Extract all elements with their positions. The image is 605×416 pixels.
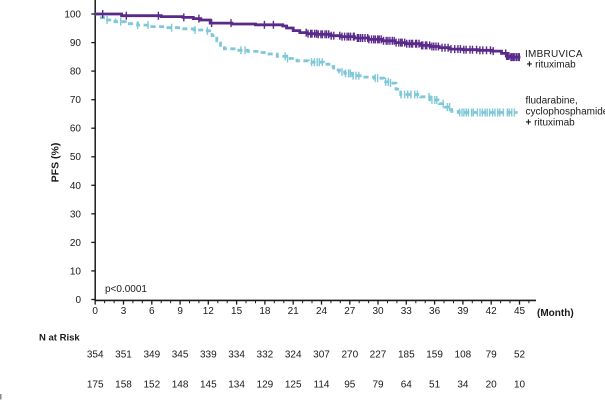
- svg-text:324: 324: [285, 350, 302, 361]
- svg-text:+ rituximab: + rituximab: [527, 60, 577, 71]
- svg-text:80: 80: [70, 67, 82, 78]
- svg-text:332: 332: [257, 350, 274, 361]
- svg-text:+ rituximab: + rituximab: [526, 118, 576, 129]
- svg-text:IMBRUVICA: IMBRUVICA: [525, 49, 583, 60]
- svg-text:108: 108: [455, 350, 472, 361]
- svg-text:50: 50: [70, 152, 82, 163]
- svg-text:27: 27: [344, 306, 356, 317]
- svg-text:64: 64: [401, 380, 413, 391]
- svg-text:42: 42: [486, 306, 498, 317]
- svg-text:129: 129: [257, 380, 274, 391]
- svg-text:p<0.0001: p<0.0001: [105, 284, 147, 295]
- svg-text:20: 20: [486, 380, 498, 391]
- svg-text:351: 351: [115, 350, 132, 361]
- svg-text:345: 345: [172, 350, 189, 361]
- svg-text:70: 70: [70, 95, 82, 106]
- svg-text:36: 36: [429, 306, 441, 317]
- svg-text:20: 20: [70, 238, 82, 249]
- svg-text:12: 12: [203, 306, 215, 317]
- svg-text:227: 227: [370, 350, 387, 361]
- svg-text:0: 0: [92, 306, 98, 317]
- svg-text:39: 39: [457, 306, 469, 317]
- svg-text:349: 349: [143, 350, 160, 361]
- svg-text:95: 95: [344, 380, 356, 391]
- svg-text:114: 114: [314, 380, 330, 391]
- svg-text:9: 9: [177, 306, 183, 317]
- svg-text:79: 79: [372, 380, 384, 391]
- svg-text:21: 21: [288, 306, 300, 317]
- svg-text:34: 34: [457, 380, 469, 391]
- svg-text:125: 125: [285, 380, 302, 391]
- svg-text:307: 307: [313, 350, 330, 361]
- svg-text:51: 51: [429, 380, 441, 391]
- svg-text:PFS (%): PFS (%): [50, 143, 62, 183]
- svg-text:134: 134: [228, 380, 245, 391]
- svg-text:cyclophosphamide: cyclophosphamide: [526, 107, 605, 118]
- svg-text:N at Risk: N at Risk: [39, 333, 80, 344]
- svg-text:354: 354: [87, 350, 104, 361]
- svg-text:30: 30: [70, 209, 82, 220]
- svg-text:40: 40: [70, 181, 82, 192]
- svg-text:45: 45: [514, 306, 526, 317]
- svg-text:10: 10: [514, 380, 526, 391]
- svg-text:52: 52: [514, 350, 526, 361]
- svg-text:159: 159: [426, 350, 443, 361]
- svg-text:79: 79: [486, 350, 498, 361]
- svg-text:60: 60: [70, 124, 82, 135]
- svg-text:145: 145: [200, 380, 217, 391]
- svg-text:270: 270: [341, 350, 358, 361]
- svg-text:6: 6: [149, 306, 155, 317]
- svg-text:100: 100: [64, 10, 81, 21]
- svg-text:90: 90: [70, 38, 82, 49]
- svg-text:(Month): (Month): [537, 308, 574, 319]
- svg-text:152: 152: [143, 380, 160, 391]
- svg-text:15: 15: [231, 306, 243, 317]
- svg-text:185: 185: [398, 350, 415, 361]
- svg-text:30: 30: [372, 306, 384, 317]
- svg-text:158: 158: [115, 380, 132, 391]
- svg-text:175: 175: [87, 380, 104, 391]
- svg-text:334: 334: [228, 350, 245, 361]
- svg-text:10: 10: [70, 266, 82, 277]
- svg-text:339: 339: [200, 350, 217, 361]
- svg-text:24: 24: [316, 306, 328, 317]
- svg-text:33: 33: [401, 306, 413, 317]
- svg-text:18: 18: [259, 306, 271, 317]
- svg-text:3: 3: [121, 306, 127, 317]
- svg-text:0: 0: [75, 295, 81, 306]
- svg-text:fludarabine,: fludarabine,: [526, 96, 578, 107]
- svg-text:148: 148: [172, 380, 189, 391]
